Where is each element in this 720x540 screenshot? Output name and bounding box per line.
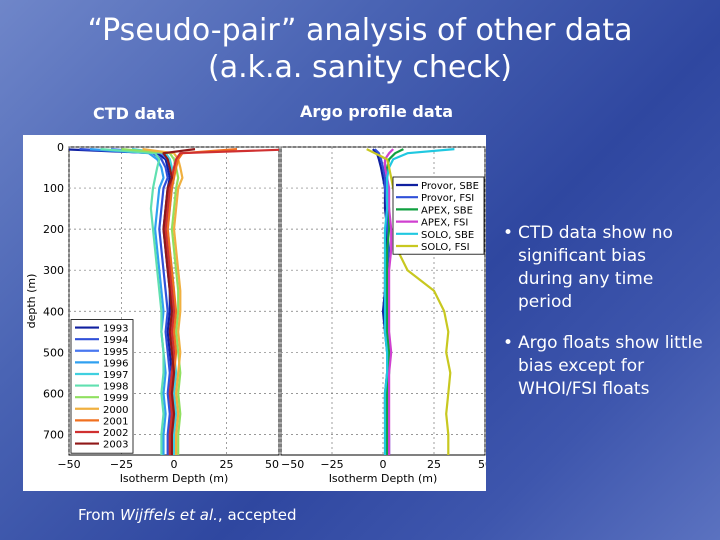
series-line-1996: [89, 148, 167, 455]
y-tick-label: 400: [43, 305, 64, 318]
argo-heading: Argo profile data: [300, 102, 454, 121]
bullet-text: Argo floats show little bias except for …: [518, 333, 703, 399]
series-line-solo-fsi: [366, 148, 452, 455]
y-tick-label: 100: [43, 182, 64, 195]
legend-label: Provor, FSI: [421, 193, 474, 204]
bullet-text: CTD data show no significant bias during…: [518, 223, 673, 312]
x-tick-label: −25: [110, 458, 133, 471]
legend-label: 1994: [103, 335, 128, 346]
bullet-dot-icon: •: [503, 223, 514, 243]
x-tick-label: 25: [220, 458, 234, 471]
y-tick-label: 0: [57, 141, 64, 154]
legend-label: 1999: [103, 393, 128, 404]
y-tick-label: 600: [43, 387, 64, 400]
title-line-1: “Pseudo-pair” analysis of other data: [87, 13, 633, 48]
citation: From Wijffels et al., accepted: [78, 506, 297, 524]
legend-box: [392, 176, 485, 255]
series-line-apex-fsi: [383, 148, 394, 455]
legend-label: 1997: [103, 370, 128, 381]
x-axis-label: Isotherm Depth (m): [329, 472, 438, 485]
bullet-list: • CTD data show no significant bias duri…: [500, 222, 705, 419]
legend-label: 2000: [103, 405, 128, 416]
bullet-dot-icon: •: [503, 333, 514, 353]
bullet-item: • Argo floats show little bias except fo…: [500, 332, 705, 401]
legend-label: SOLO, SBE: [421, 230, 474, 241]
legend-label: APEX, SBE: [421, 205, 473, 216]
y-tick-label: 200: [43, 223, 64, 236]
citation-prefix: From: [78, 506, 120, 524]
series-line-2002: [164, 148, 279, 455]
series-line-apex-sbe: [386, 148, 404, 455]
legend-label: 2002: [103, 428, 128, 439]
citation-authors: Wijffels et al.: [119, 506, 218, 524]
legend-label: 2001: [103, 416, 128, 427]
ctd-heading: CTD data: [93, 104, 176, 123]
series-line-1994: [79, 148, 171, 455]
slide-title: “Pseudo-pair” analysis of other data (a.…: [0, 12, 720, 86]
legend-label: 1996: [103, 358, 128, 369]
x-tick-label: −25: [320, 458, 343, 471]
series-line-2003: [162, 148, 196, 455]
x-tick-label: 0: [171, 458, 178, 471]
series-line-2000: [142, 148, 184, 455]
citation-suffix: , accepted: [217, 506, 297, 524]
legend-label: 1998: [103, 382, 128, 393]
legend-label: Provor, SBE: [421, 181, 479, 192]
x-axis-label: Isotherm Depth (m): [120, 472, 229, 485]
y-tick-label: 700: [43, 428, 64, 441]
x-tick-label: 50: [478, 458, 486, 471]
figure-panel: −50 −25 0 25 50 0 100 200 300 400 500 600 700 depth (…: [23, 135, 486, 491]
legend-label: APEX, FSI: [421, 218, 468, 229]
x-tick-label: −50: [281, 458, 304, 471]
x-tick-label: 0: [380, 458, 387, 471]
legend-label: 1993: [103, 324, 128, 335]
x-tick-label: 50: [265, 458, 279, 471]
y-axis-label: depth (m): [25, 274, 38, 329]
bullet-item: • CTD data show no significant bias duri…: [500, 222, 705, 314]
legend-label: 1995: [103, 347, 128, 358]
title-line-2: (a.k.a. sanity check): [208, 50, 512, 85]
legend-label: 2003: [103, 440, 128, 451]
y-tick-label: 300: [43, 264, 64, 277]
x-tick-label: 25: [427, 458, 441, 471]
series-line-1998: [100, 148, 165, 455]
x-tick-label: −50: [57, 458, 80, 471]
legend-label: SOLO, FSI: [421, 242, 470, 253]
y-tick-label: 500: [43, 346, 64, 359]
